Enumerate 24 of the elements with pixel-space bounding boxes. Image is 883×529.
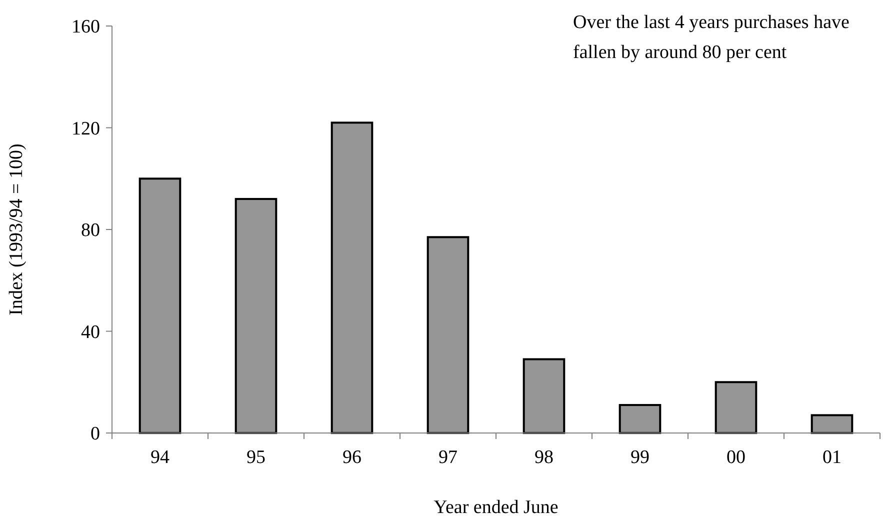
x-axis-title: Year ended June [434,497,558,518]
x-tick-label: 00 [726,447,746,468]
annotation: Over the last 4 years purchases have fallen by around 80 per cent [573,12,850,63]
bar [138,178,182,434]
bar [330,122,374,434]
bar [426,236,470,434]
x-tick-label: 95 [246,447,266,468]
bar [522,358,566,434]
y-tick-label: 160 [72,16,100,38]
y-tick-label: 120 [72,118,100,140]
y-tick-label: 0 [90,424,100,445]
bar [810,414,854,434]
x-tick-label: 97 [438,447,458,468]
x-tick-label: 01 [822,447,842,468]
y-axis-title: Index (1993/94 = 100) [6,144,27,316]
x-tick-label: 99 [630,447,650,468]
bar [714,381,758,434]
x-tick-label: 96 [342,447,362,468]
y-tick-label: 40 [81,322,100,343]
y-tick-label: 80 [81,220,100,242]
bar [234,198,278,434]
x-tick-label: 94 [150,447,170,468]
bar [618,404,662,434]
x-tick-label: 98 [534,447,554,468]
